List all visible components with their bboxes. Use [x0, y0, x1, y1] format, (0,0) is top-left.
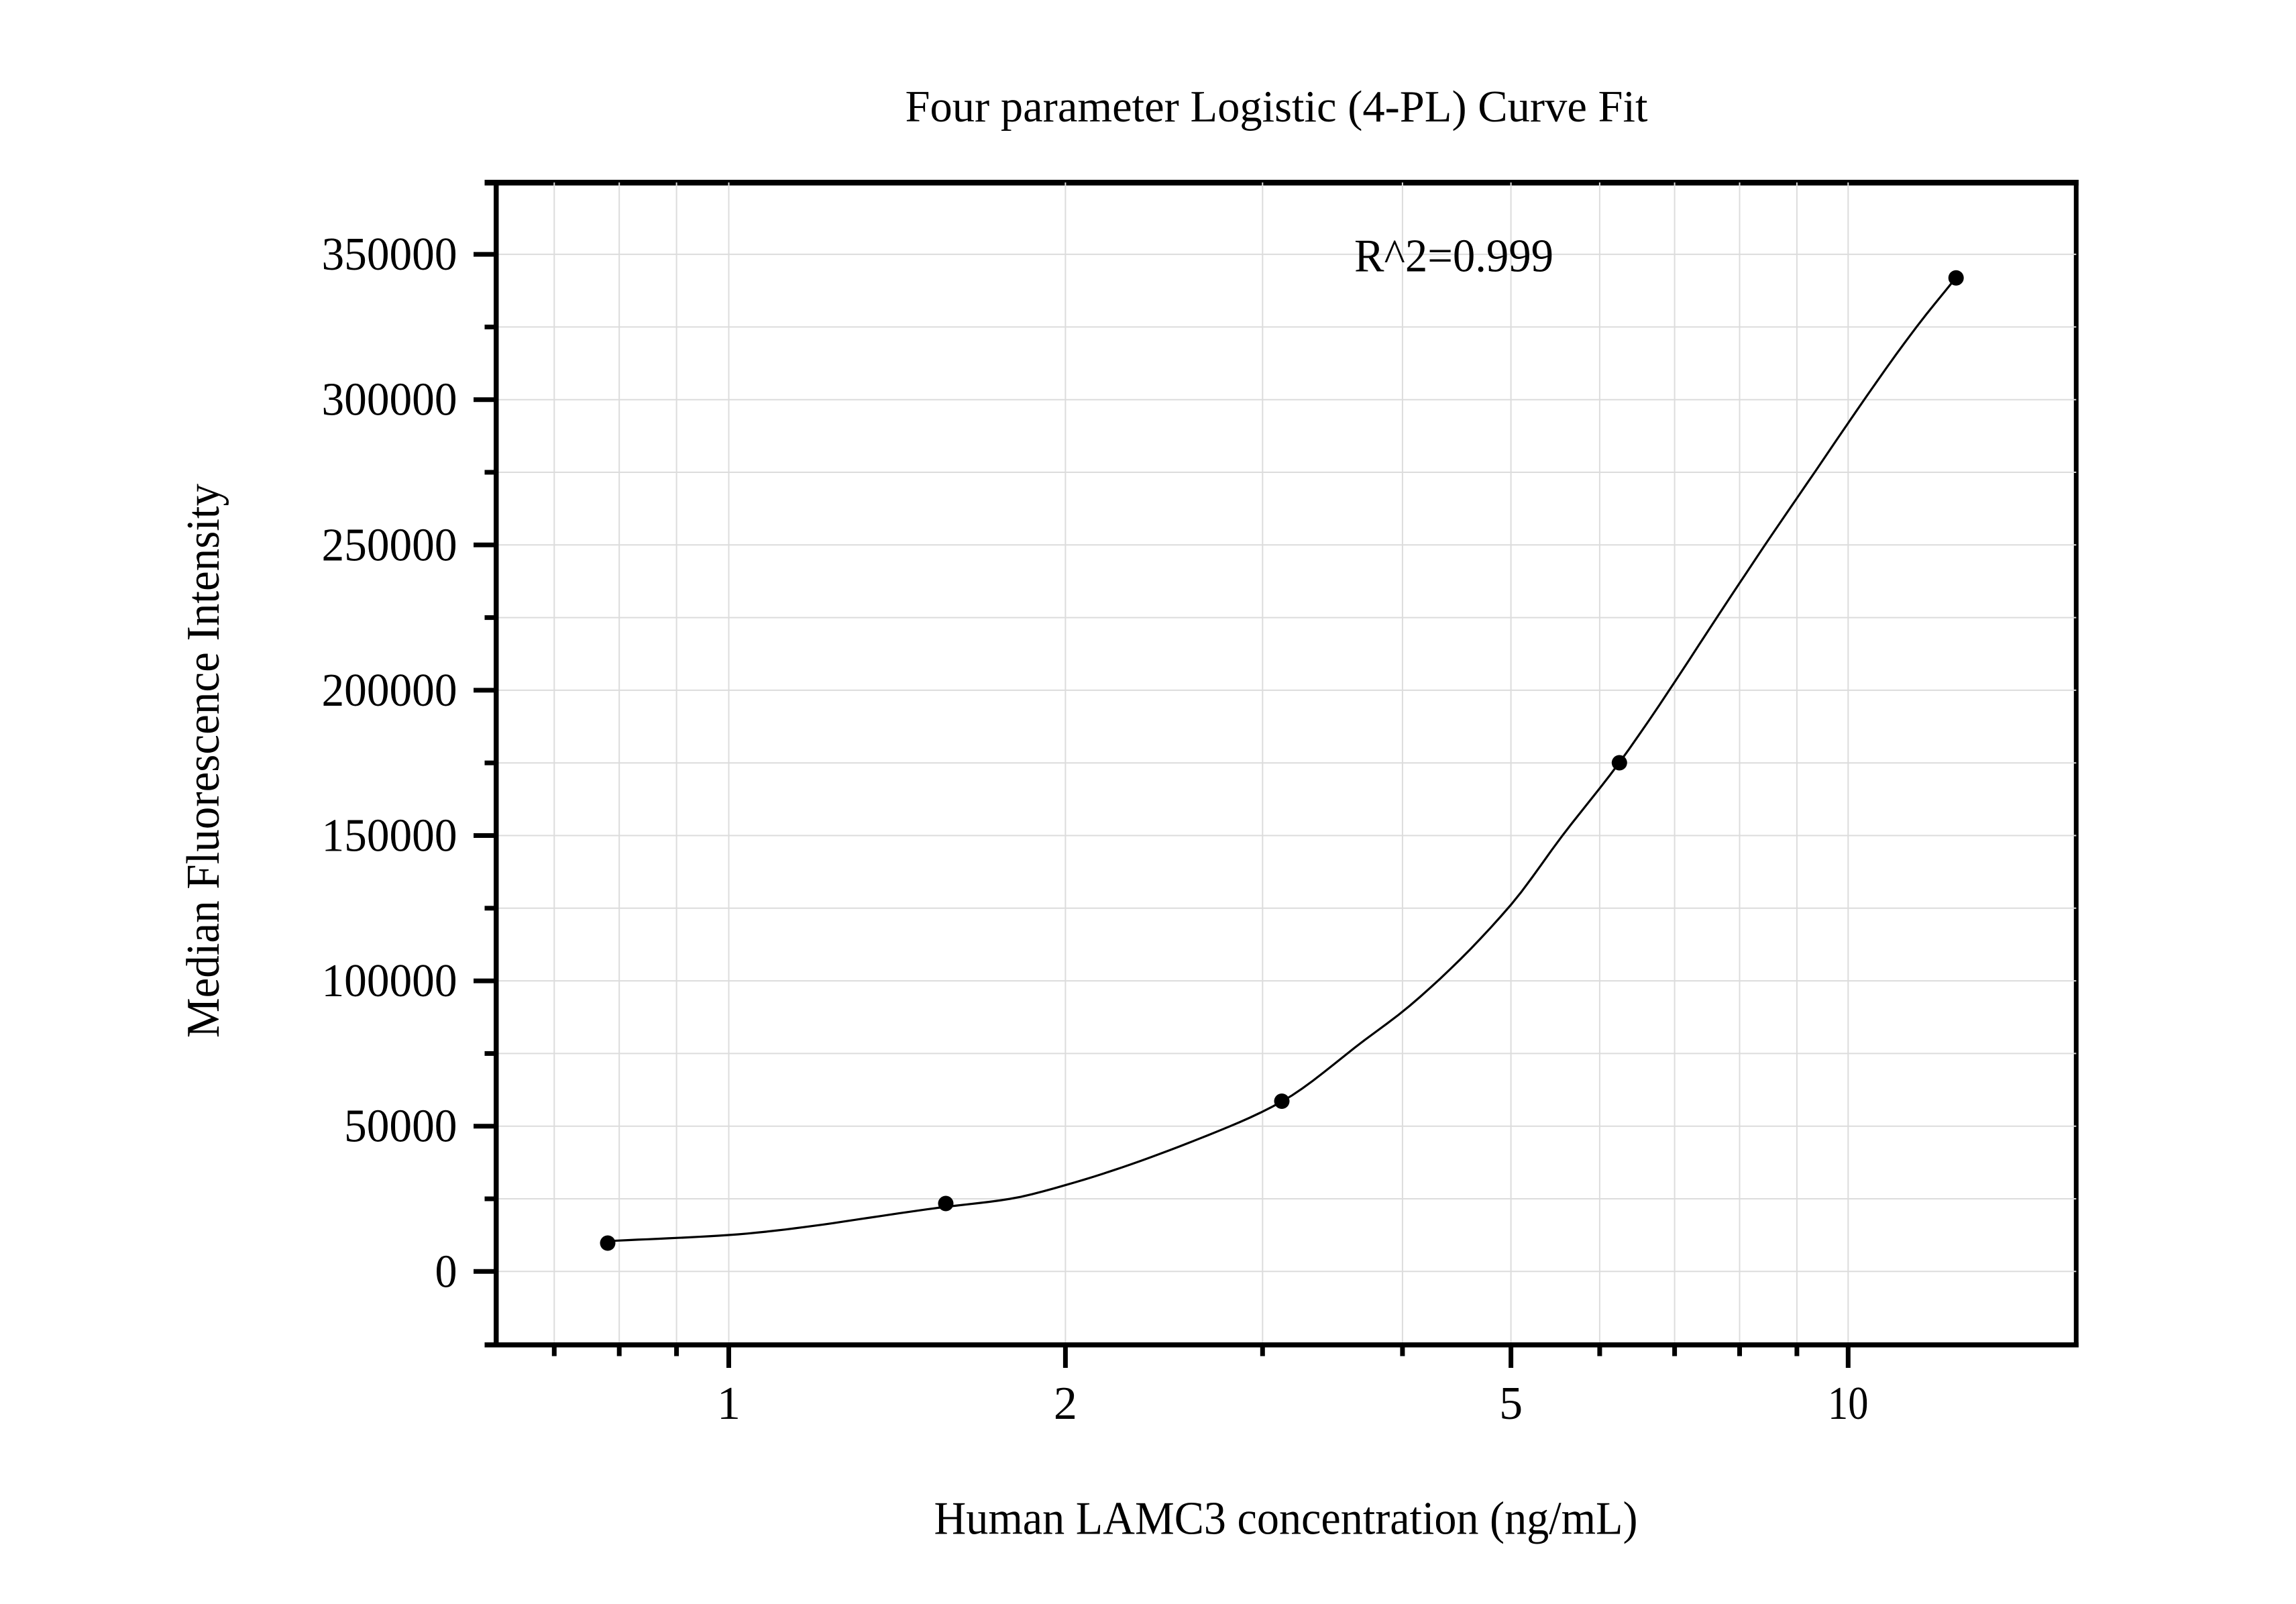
svg-text:5: 5	[1499, 1378, 1523, 1430]
svg-text:350000: 350000	[322, 229, 457, 280]
svg-text:150000: 150000	[322, 810, 457, 862]
svg-text:Human LAMC3 concentration (ng/: Human LAMC3 concentration (ng/mL)	[934, 1493, 1638, 1545]
svg-text:R^2=0.999: R^2=0.999	[1354, 231, 1553, 282]
svg-text:100000: 100000	[322, 955, 457, 1007]
svg-text:Four parameter Logistic (4-PL): Four parameter Logistic (4-PL) Curve Fit	[906, 82, 1648, 131]
svg-text:200000: 200000	[322, 665, 457, 716]
svg-text:2: 2	[1054, 1378, 1077, 1430]
svg-text:Median Fluorescence Intensity: Median Fluorescence Intensity	[178, 484, 229, 1038]
svg-text:1: 1	[717, 1378, 741, 1430]
svg-text:0: 0	[435, 1246, 457, 1297]
svg-text:250000: 250000	[322, 519, 457, 571]
svg-text:50000: 50000	[344, 1101, 457, 1153]
svg-text:10: 10	[1828, 1378, 1869, 1430]
svg-text:300000: 300000	[322, 374, 457, 426]
